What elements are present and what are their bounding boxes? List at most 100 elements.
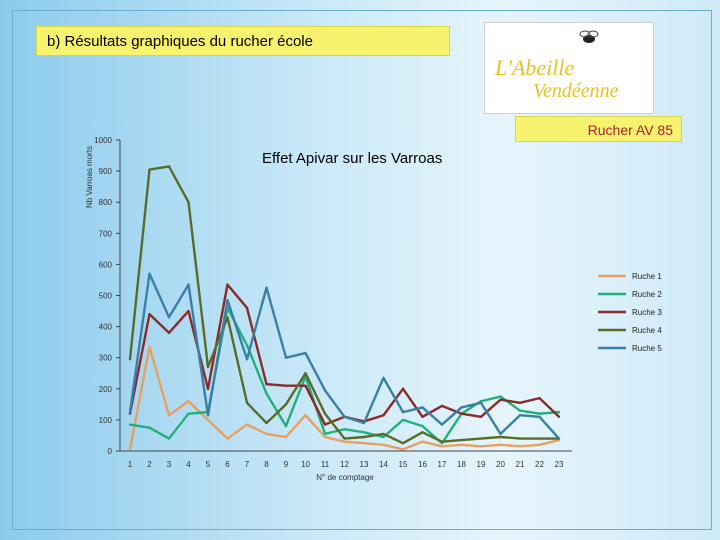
y-tick-label: 100 [99,416,113,425]
x-tick-label: 7 [245,460,250,469]
x-tick-label: 16 [418,460,427,469]
data-point-ruche-3 [518,401,522,404]
data-point-ruche-1 [206,418,210,422]
data-point-ruche-1 [265,432,268,436]
data-point-ruche-5 [362,421,366,425]
data-point-ruche-3 [421,415,424,418]
x-tick-label: 14 [379,460,388,469]
data-point-ruche-1 [343,440,346,443]
data-point-ruche-2 [265,392,268,395]
data-point-ruche-1 [304,414,307,417]
data-point-ruche-1 [401,448,405,451]
bee-icon [579,30,599,43]
logo: L'Abeille Vendéenne [484,22,654,114]
data-point-ruche-3 [226,283,229,286]
x-axis-title: N° de comptage [316,473,374,482]
data-point-ruche-1 [382,443,385,446]
data-point-ruche-3 [382,414,385,417]
slide-frame [12,10,712,530]
data-point-ruche-1 [187,400,190,403]
data-point-ruche-5 [401,410,405,414]
x-tick-label: 13 [360,460,369,469]
y-tick-label: 0 [108,447,113,456]
data-point-ruche-4 [460,438,463,442]
data-point-ruche-1 [148,345,151,349]
data-point-ruche-3 [323,423,327,426]
data-point-ruche-4 [499,435,502,439]
data-point-ruche-4 [382,432,385,436]
x-tick-label: 23 [555,460,564,469]
data-point-ruche-2 [401,418,405,422]
data-point-ruche-2 [557,410,561,414]
x-tick-label: 10 [301,460,310,469]
data-point-ruche-5 [284,356,288,359]
data-point-ruche-1 [499,443,502,446]
data-point-ruche-4 [518,437,522,440]
data-point-ruche-4 [265,421,268,425]
data-point-ruche-4 [479,437,483,440]
y-tick-label: 700 [99,229,113,238]
data-point-ruche-5 [323,389,327,392]
data-point-ruche-1 [128,448,132,451]
data-point-ruche-3 [538,396,541,400]
series-line-ruche-3 [128,283,560,426]
x-tick-label: 5 [206,460,211,469]
data-point-ruche-1 [226,437,229,440]
data-point-ruche-4 [128,358,132,361]
y-tick-label: 1000 [94,136,112,145]
data-point-ruche-1 [518,445,522,448]
data-point-ruche-1 [460,443,463,446]
legend-label-ruche-1: Ruche 1 [632,272,662,281]
data-point-ruche-2 [128,423,132,426]
data-point-ruche-4 [343,437,346,440]
x-tick-label: 15 [399,460,408,469]
data-point-ruche-2 [518,409,522,412]
data-point-ruche-1 [421,440,424,443]
data-point-ruche-3 [401,387,405,390]
data-point-ruche-5 [167,316,171,319]
x-tick-label: 2 [147,460,152,469]
data-point-ruche-5 [499,432,502,436]
y-tick-label: 300 [99,354,113,363]
x-tick-label: 18 [457,460,466,469]
x-tick-label: 1 [128,460,133,469]
x-tick-label: 17 [438,460,447,469]
data-point-ruche-2 [421,424,424,428]
legend-label-ruche-5: Ruche 5 [632,344,662,353]
y-tick-label: 400 [99,323,113,332]
x-tick-label: 8 [264,460,269,469]
data-point-ruche-4 [226,316,229,319]
y-tick-label: 800 [99,198,113,207]
data-point-ruche-5 [226,298,229,302]
data-point-ruche-1 [284,435,288,439]
data-point-ruche-2 [343,428,346,431]
section-title: b) Résultats graphiques du rucher école [36,26,450,56]
data-point-ruche-5 [265,286,268,289]
data-point-ruche-3 [187,309,190,313]
data-point-ruche-2 [323,432,327,436]
data-point-ruche-4 [362,435,366,439]
x-tick-label: 21 [516,460,525,469]
legend-label-ruche-3: Ruche 3 [632,308,662,317]
data-point-ruche-5 [343,415,346,418]
data-point-ruche-3 [206,387,210,390]
data-point-ruche-4 [401,442,405,445]
data-point-ruche-5 [440,423,444,426]
data-point-ruche-5 [538,415,541,418]
data-point-ruche-5 [148,272,151,275]
data-point-ruche-4 [538,437,541,440]
data-point-ruche-1 [323,435,327,439]
data-point-ruche-5 [304,351,307,355]
data-point-ruche-3 [499,398,502,401]
data-point-ruche-2 [499,395,502,398]
data-point-ruche-5 [128,410,132,414]
data-point-ruche-1 [245,423,249,426]
y-tick-label: 900 [99,167,113,176]
logo-text-line2: Vendéenne [533,80,619,102]
data-point-ruche-1 [440,445,444,448]
data-point-ruche-1 [538,443,541,446]
data-point-ruche-5 [460,406,463,409]
legend-label-ruche-2: Ruche 2 [632,290,662,299]
x-tick-label: 22 [535,460,544,469]
